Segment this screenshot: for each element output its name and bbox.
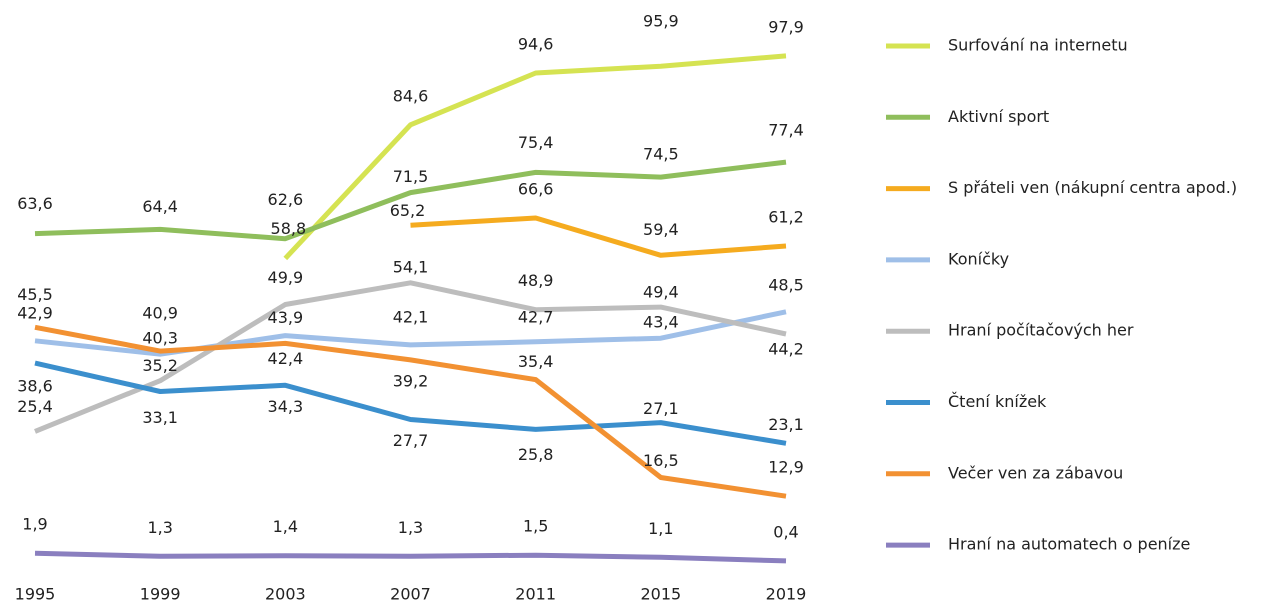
x-tick-label: 1995 bbox=[15, 585, 56, 603]
value-label: 43,4 bbox=[643, 313, 679, 332]
series-line bbox=[34, 360, 787, 446]
legend-label: Večer ven za zábavou bbox=[948, 463, 1123, 482]
value-label: 84,6 bbox=[393, 86, 429, 105]
value-label: 61,2 bbox=[768, 207, 804, 226]
value-label: 43,9 bbox=[268, 308, 304, 327]
value-label: 38,6 bbox=[17, 377, 53, 396]
legend-label: Koníčky bbox=[948, 249, 1009, 268]
value-label: 23,1 bbox=[768, 415, 804, 434]
x-tick-label: 2003 bbox=[265, 585, 306, 603]
value-label: 0,4 bbox=[773, 522, 798, 541]
value-label: 39,2 bbox=[393, 371, 429, 390]
value-label: 42,1 bbox=[393, 307, 429, 326]
x-tick-label: 1999 bbox=[140, 585, 181, 603]
legend-label: Čtení knížek bbox=[948, 392, 1047, 411]
value-label: 49,9 bbox=[268, 268, 304, 287]
legend-label: Surfování na internetu bbox=[948, 36, 1128, 55]
series-line bbox=[34, 324, 787, 499]
value-label: 66,6 bbox=[518, 180, 554, 199]
value-label: 42,4 bbox=[268, 349, 304, 368]
value-label: 48,9 bbox=[518, 271, 554, 290]
series-line bbox=[34, 280, 787, 434]
value-label: 1,5 bbox=[523, 517, 548, 536]
value-label: 40,9 bbox=[142, 304, 178, 323]
value-label: 1,3 bbox=[147, 518, 172, 537]
x-tick-label: 2011 bbox=[515, 585, 556, 603]
value-label: 45,5 bbox=[17, 285, 53, 304]
value-label: 95,9 bbox=[643, 12, 679, 31]
value-label: 35,2 bbox=[142, 356, 178, 375]
value-label: 40,3 bbox=[142, 329, 178, 348]
value-label: 25,4 bbox=[17, 397, 53, 416]
value-label: 59,4 bbox=[643, 220, 679, 239]
value-label: 94,6 bbox=[518, 34, 554, 53]
series-line bbox=[283, 53, 787, 261]
x-tick-label: 2015 bbox=[640, 585, 681, 603]
value-label: 1,3 bbox=[398, 518, 423, 537]
value-label: 65,2 bbox=[390, 201, 426, 220]
value-label: 48,5 bbox=[768, 275, 804, 294]
value-label: 27,7 bbox=[393, 431, 429, 450]
x-tick-label: 2007 bbox=[390, 585, 431, 603]
value-label: 27,1 bbox=[643, 399, 679, 418]
value-label: 12,9 bbox=[768, 458, 804, 477]
value-label: 62,6 bbox=[268, 190, 304, 209]
legend-label: Aktivní sport bbox=[948, 107, 1049, 126]
value-label: 58,8 bbox=[271, 219, 307, 238]
value-label: 35,4 bbox=[518, 352, 554, 371]
value-label: 42,9 bbox=[17, 303, 53, 322]
value-label: 77,4 bbox=[768, 121, 804, 140]
value-label: 25,8 bbox=[518, 445, 554, 464]
value-label: 49,4 bbox=[643, 283, 679, 302]
value-label: 54,1 bbox=[393, 257, 429, 276]
x-tick-label: 2019 bbox=[766, 585, 807, 603]
value-label: 64,4 bbox=[142, 197, 178, 216]
value-label: 44,2 bbox=[768, 340, 804, 359]
value-label: 74,5 bbox=[643, 145, 679, 164]
value-label: 33,1 bbox=[142, 408, 178, 427]
value-label: 1,4 bbox=[273, 517, 298, 536]
value-label: 75,4 bbox=[518, 133, 554, 152]
value-label: 34,3 bbox=[268, 397, 304, 416]
series-line bbox=[34, 159, 787, 242]
value-label: 63,6 bbox=[17, 194, 53, 213]
legend-label: Hraní počítačových her bbox=[948, 321, 1134, 340]
series-line bbox=[410, 215, 787, 258]
value-label: 1,9 bbox=[22, 515, 47, 534]
value-label: 71,5 bbox=[393, 167, 429, 186]
series-line bbox=[34, 309, 787, 357]
value-label: 42,7 bbox=[518, 307, 554, 326]
legend-label: S přáteli ven (nákupní centra apod.) bbox=[948, 178, 1237, 197]
value-label: 16,5 bbox=[643, 451, 679, 470]
legend-label: Hraní na automatech o peníze bbox=[948, 535, 1190, 554]
series-line bbox=[34, 550, 787, 564]
value-label: 97,9 bbox=[768, 17, 804, 36]
value-label: 1,1 bbox=[648, 519, 673, 538]
